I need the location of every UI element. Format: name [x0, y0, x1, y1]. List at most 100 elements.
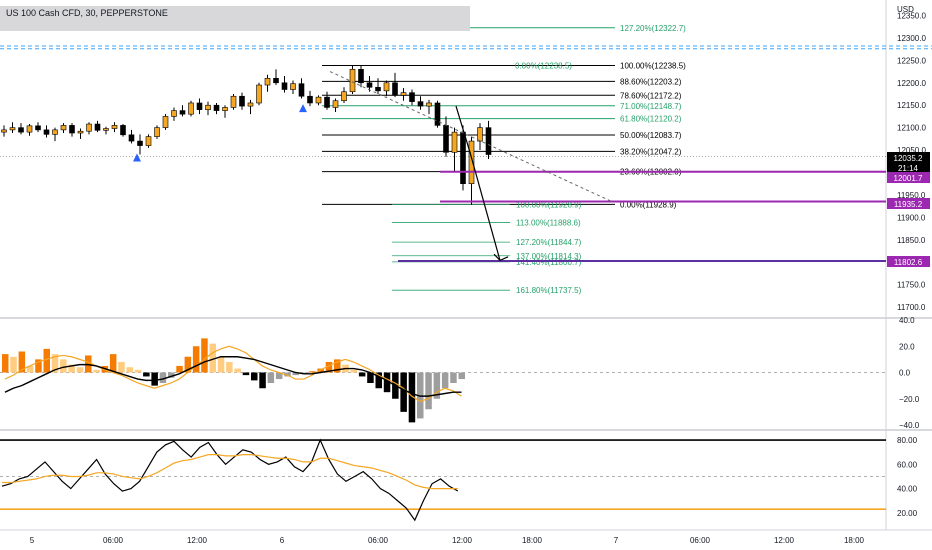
- fib-level-label: 78.60%(12172.2): [620, 91, 682, 100]
- grid: [0, 0, 932, 531]
- candle-body: [154, 127, 160, 137]
- price-tick-label: 12200.0: [897, 79, 926, 88]
- price-tag-box: [887, 162, 930, 173]
- candle-body: [485, 127, 492, 155]
- histogram-bar: [292, 372, 299, 376]
- histogram-bar: [118, 362, 125, 373]
- candle-body: [94, 123, 101, 131]
- candle-body: [290, 83, 296, 90]
- candle-body: [434, 102, 441, 126]
- candle-body: [273, 78, 279, 84]
- histogram-bar: [209, 343, 216, 373]
- candle-body: [9, 127, 16, 131]
- price-tag-box: [887, 152, 930, 163]
- price-tick-label: 12100.0: [897, 124, 926, 133]
- candle-body: [213, 104, 220, 111]
- time-tick-label: 12:00: [774, 536, 795, 545]
- fibonacci-levels: 127.20%(12322.7) 100.00%(12238.5) 88.60%(1…: [322, 24, 686, 295]
- candle-body: [60, 125, 67, 131]
- histogram-bar: [176, 365, 183, 373]
- histogram-bar: [375, 372, 382, 389]
- candle-body: [426, 102, 432, 107]
- histogram-bar: [51, 354, 59, 373]
- histogram-bar: [450, 372, 457, 383]
- histogram-bar: [458, 372, 465, 380]
- candle-body: [111, 125, 118, 129]
- fib-level-label: 127.20%(12322.7): [620, 24, 686, 33]
- fib-level-label: 38.20%(12047.2): [620, 147, 682, 156]
- currency-label: USD: [897, 5, 914, 14]
- price-tick-label: 11850.0: [897, 236, 926, 245]
- candle-body: [468, 140, 475, 184]
- projection-arrow: [455, 105, 501, 261]
- candle-body: [137, 140, 143, 146]
- price-tag-label: 11802.6: [894, 258, 923, 267]
- price-tag-box: [887, 172, 930, 183]
- candle-body: [1, 129, 7, 133]
- event-marker: [133, 153, 141, 162]
- price-tag-box: [887, 256, 930, 267]
- candle-body: [120, 125, 126, 136]
- histogram-bar: [134, 369, 142, 373]
- histogram-bar: [60, 359, 67, 373]
- candle-body: [247, 102, 254, 107]
- histogram-bar: [10, 356, 17, 373]
- candle-body: [460, 131, 466, 184]
- price-tick-label: 11700.0: [897, 303, 926, 312]
- candle-body: [171, 110, 177, 117]
- fib-level-label: 71.00%(12148.7): [620, 102, 682, 111]
- histogram-bar: [441, 372, 449, 389]
- candle-body: [103, 128, 109, 131]
- candle-body: [341, 91, 347, 102]
- histogram-bar: [350, 369, 358, 373]
- histogram-tick-label: 40.0: [899, 316, 915, 325]
- histogram-bar: [18, 351, 26, 373]
- symbol-title: US 100 Cash CFD, 30, PEPPERSTONE: [6, 8, 168, 18]
- histogram-bar: [309, 371, 316, 373]
- candle-body: [349, 69, 356, 93]
- time-tick-label: 06:00: [368, 536, 389, 545]
- time-tick-label: 7: [614, 536, 619, 545]
- oscillator-pane: [0, 438, 886, 522]
- candle-body: [162, 116, 169, 128]
- histogram-bar: [408, 372, 416, 423]
- histogram-bar: [383, 372, 391, 393]
- price-tag-label: 12035.2: [894, 154, 923, 163]
- fib-extension-label: 100.00%(11928.9): [516, 200, 582, 209]
- arrow-head: [493, 253, 509, 262]
- time-tick-label: 06:00: [103, 536, 124, 545]
- symbol-header[interactable]: [0, 6, 470, 31]
- price-tag-label: 21:14: [898, 164, 919, 173]
- candle-body: [392, 82, 398, 96]
- candle-body: [18, 127, 24, 133]
- candle-body: [205, 104, 211, 110]
- candle-body: [86, 123, 92, 132]
- candle-body: [179, 110, 186, 115]
- time-tick-label: 5: [30, 536, 35, 545]
- histogram-bar: [334, 359, 341, 373]
- price-tag-label: 11935.2: [894, 200, 923, 209]
- histogram-bar: [317, 368, 324, 373]
- histogram-bar: [43, 348, 50, 373]
- candle-body: [256, 84, 262, 104]
- candle-body: [188, 102, 194, 115]
- histogram-bar: [143, 372, 150, 377]
- fib-level-label: 50.00%(12083.7): [620, 131, 682, 140]
- candle-body: [332, 100, 339, 108]
- candle-body: [26, 125, 33, 133]
- histogram-bar: [284, 372, 291, 377]
- event-marker: [299, 104, 307, 113]
- candle-body: [451, 131, 458, 153]
- histogram-bar: [275, 372, 283, 380]
- histogram-bar: [425, 372, 432, 410]
- histogram-bar: [76, 367, 84, 373]
- candle-body: [69, 125, 75, 134]
- histogram-bar: [151, 372, 158, 386]
- candle-body: [128, 134, 135, 142]
- oscillator-signal-line: [2, 454, 458, 490]
- histogram-fast-line: [4, 345, 462, 403]
- time-tick-label: 18:00: [844, 536, 865, 545]
